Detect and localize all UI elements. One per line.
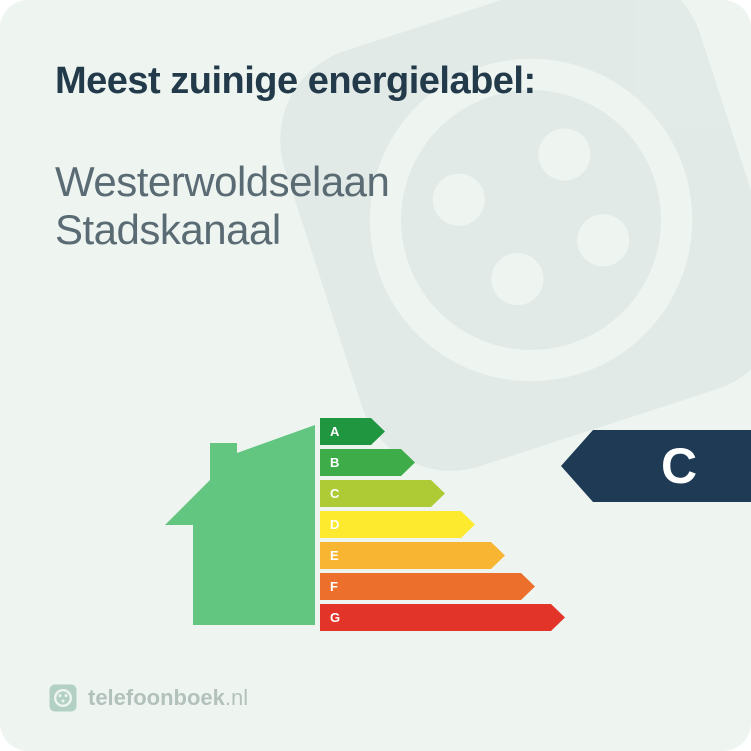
brand-tld: .nl [225,685,248,710]
brand-icon [48,683,78,713]
energy-bar-letter: A [330,418,339,445]
card-title: Meest zuinige energielabel: [55,60,696,103]
brand-name: telefoonboek [88,685,225,710]
house-icon [165,425,315,625]
energy-bar-letter: D [330,511,339,538]
energy-bar-letter: F [330,573,338,600]
energy-label-card: Meest zuinige energielabel: Westerwoldse… [0,0,751,751]
energy-chart: ABCDEFG C [0,400,751,640]
energy-bar-g [320,604,565,631]
energy-bar-f [320,573,535,600]
energy-bar-letter: G [330,604,340,631]
energy-bar-d [320,511,475,538]
energy-bar-e [320,542,505,569]
location-line-1: Westerwoldselaan [55,158,696,206]
result-letter: C [629,430,729,502]
location-name: Westerwoldselaan Stadskanaal [55,158,696,255]
energy-bar-letter: E [330,542,339,569]
brand-text: telefoonboek.nl [88,685,248,711]
energy-bar-letter: C [330,480,339,507]
footer-brand: telefoonboek.nl [48,683,248,713]
energy-bar-letter: B [330,449,339,476]
result-badge: C [561,430,751,502]
content-area: Meest zuinige energielabel: Westerwoldse… [0,0,751,255]
location-line-2: Stadskanaal [55,206,696,254]
